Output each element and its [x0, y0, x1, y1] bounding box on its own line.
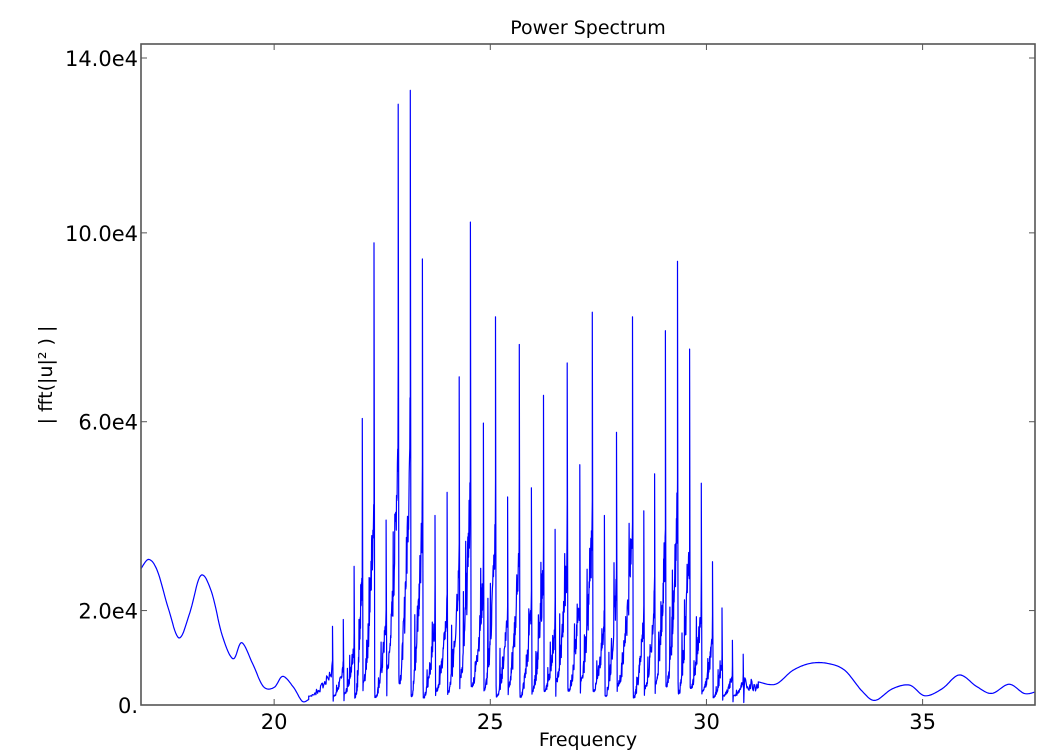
x-axis-ticks: 20 25 30 35 [261, 44, 936, 734]
y-axis-label: | fft(|u|² ) | [35, 326, 57, 425]
x-tick-label: 35 [909, 710, 936, 734]
y-axis-ticks: 0. 2.0e4 6.0e4 10.0e4 14.0e4 [65, 47, 1035, 718]
x-axis-label: Frequency [539, 729, 637, 750]
axes-frame [140, 43, 1036, 706]
x-tick-label: 25 [477, 710, 504, 734]
x-tick-label: 20 [261, 710, 288, 734]
x-tick-label: 30 [693, 710, 720, 734]
y-tick-label: 0. [118, 694, 138, 718]
y-tick-label: 10.0e4 [65, 222, 138, 246]
y-tick-label: 2.0e4 [78, 600, 138, 624]
y-tick-label: 6.0e4 [78, 411, 138, 435]
spectrum-line [141, 89, 1035, 704]
y-tick-label: 14.0e4 [65, 47, 138, 71]
chart-title: Power Spectrum [510, 17, 666, 39]
plot-area [141, 89, 1035, 704]
